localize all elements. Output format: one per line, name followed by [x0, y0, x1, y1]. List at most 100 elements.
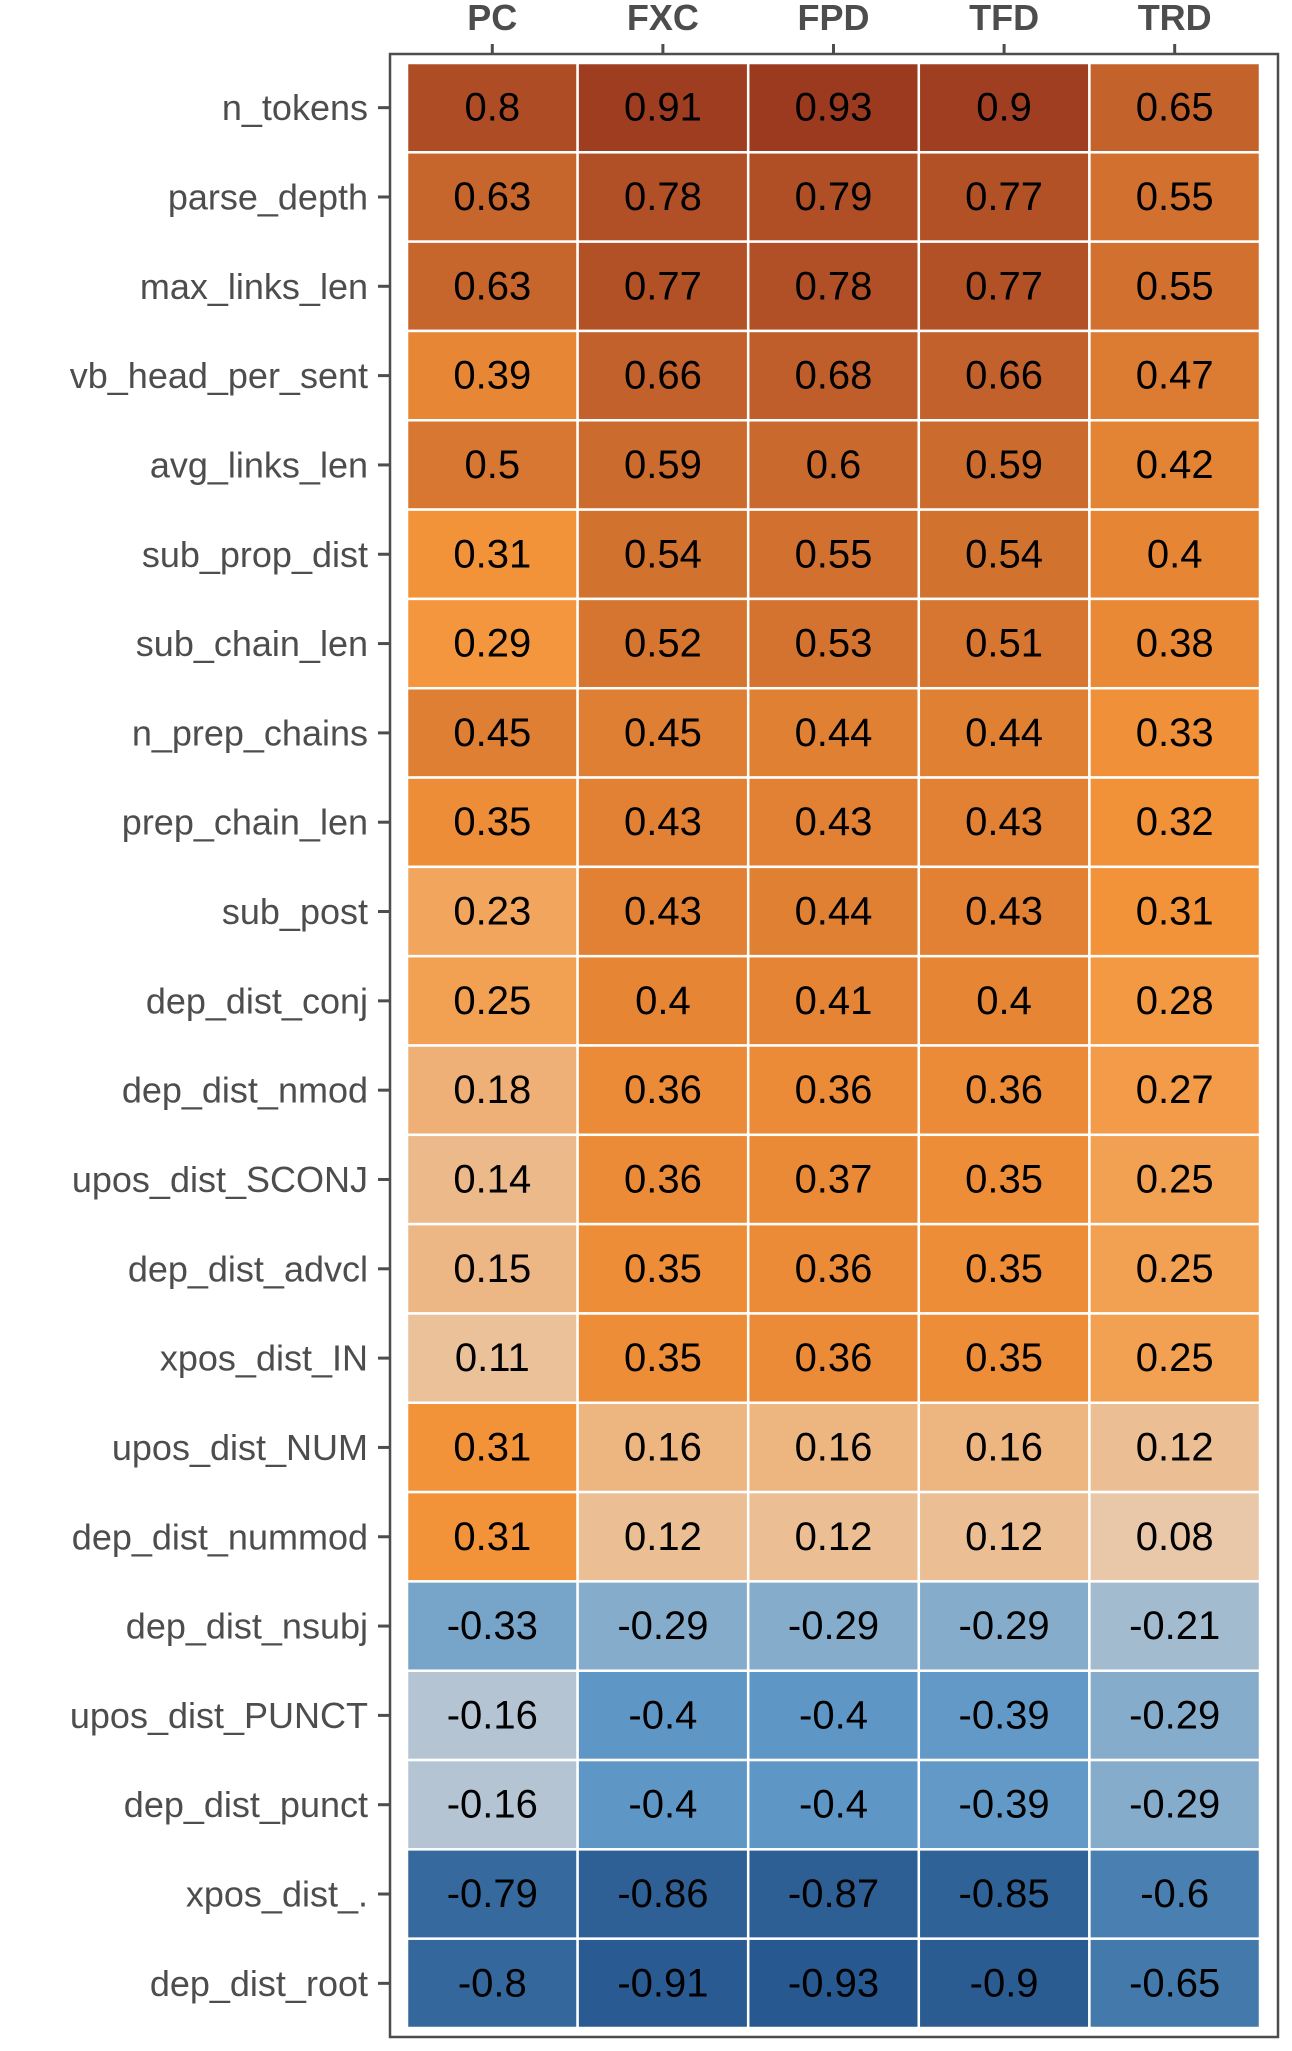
cell-label: -0.29: [788, 1604, 879, 1648]
heatmap-cell-upos-dist-sconj-trd: [1088, 1133, 1262, 1226]
y-tick-label-sub-chain-len: sub_chain_len: [136, 623, 368, 664]
heatmap-cell-sub-post-fpd: [746, 865, 921, 958]
cell-label: -0.29: [1129, 1783, 1220, 1827]
heatmap-cell-vb-head-per-sent-pc: [405, 329, 579, 422]
cell-label: -0.21: [1129, 1604, 1220, 1648]
heatmap-cell-max-links-len-fpd: [746, 240, 921, 333]
cell-label: 0.45: [624, 711, 702, 755]
cell-label: -0.39: [959, 1783, 1050, 1827]
cell-label: -0.29: [1129, 1693, 1220, 1737]
cell-label: -0.85: [959, 1872, 1050, 1916]
cell-label: 0.65: [1136, 86, 1214, 130]
heatmap-cell-prep-chain-len-trd: [1088, 776, 1262, 869]
cell-label: 0.25: [1136, 1336, 1214, 1380]
cell-label: -0.29: [617, 1604, 708, 1648]
heatmap-cell-xpos-dist-pc: [405, 1848, 579, 1940]
cell-label: 0.23: [453, 890, 531, 934]
heatmap-cell-upos-dist-sconj-fxc: [576, 1133, 750, 1226]
heatmap-cell-dep-dist-advcl-trd: [1088, 1222, 1262, 1315]
cell-label: 0.78: [624, 175, 702, 219]
cell-label: 0.66: [965, 354, 1043, 398]
cell-label: 0.44: [965, 711, 1043, 755]
heatmap-cell-n-tokens-pc: [405, 61, 579, 154]
heatmap-cell-n-prep-chains-tfd: [917, 686, 1091, 779]
cell-label: 0.47: [1136, 354, 1214, 398]
x-tick-label-fxc: FXC: [627, 0, 699, 38]
cell-label: 0.77: [624, 264, 702, 308]
cell-label: 0.31: [453, 1425, 531, 1469]
cell-label: -0.4: [628, 1783, 697, 1827]
heatmap-cell-xpos-dist-trd: [1088, 1848, 1262, 1940]
heatmap-cell-vb-head-per-sent-fxc: [576, 329, 750, 422]
heatmap-cell-dep-dist-nmod-fpd: [746, 1044, 921, 1137]
cell-label: 0.43: [965, 890, 1043, 934]
heatmap-cell-avg-links-len-fxc: [576, 419, 750, 511]
cell-label: 0.11: [455, 1336, 530, 1380]
cell-label: 0.91: [624, 86, 702, 130]
heatmap-cell-dep-dist-nmod-trd: [1088, 1044, 1262, 1137]
heatmap-cell-dep-dist-conj-trd: [1088, 954, 1262, 1047]
cell-label: 0.31: [453, 532, 531, 576]
heatmap-cell-vb-head-per-sent-trd: [1088, 329, 1262, 422]
heatmap-cell-dep-dist-nsubj-trd: [1088, 1580, 1262, 1672]
cell-label: 0.63: [453, 264, 531, 308]
cell-label: 0.55: [1136, 175, 1214, 219]
heatmap-cell-sub-post-pc: [405, 865, 579, 958]
y-tick-label-sub-prop-dist: sub_prop_dist: [142, 534, 368, 575]
cell-label: 0.8: [464, 86, 520, 130]
heatmap-cell-xpos-dist-in-fpd: [746, 1312, 921, 1405]
heatmap-cell-max-links-len-fxc: [576, 240, 750, 333]
heatmap-cell-dep-dist-conj-tfd: [917, 954, 1091, 1047]
cell-label: 0.14: [453, 1157, 531, 1201]
cell-label: 0.44: [795, 711, 873, 755]
cell-label: -0.4: [628, 1693, 697, 1737]
y-tick-label-upos-dist-punct: upos_dist_PUNCT: [70, 1695, 368, 1736]
cell-label: 0.77: [965, 175, 1043, 219]
cell-label: 0.35: [624, 1336, 702, 1380]
heatmap-cell-dep-dist-nsubj-pc: [405, 1580, 579, 1672]
cell-label: 0.15: [453, 1247, 531, 1291]
heatmap-cell-dep-dist-punct-fpd: [746, 1758, 921, 1851]
heatmap-cell-upos-dist-punct-pc: [405, 1669, 579, 1762]
heatmap-cell-upos-dist-sconj-tfd: [917, 1133, 1091, 1226]
heatmap-cell-sub-post-fxc: [576, 865, 750, 958]
cell-label: -0.91: [617, 1961, 708, 2005]
cell-label: 0.36: [624, 1068, 702, 1112]
cell-label: 0.52: [624, 622, 702, 666]
y-tick-label-prep-chain-len: prep_chain_len: [122, 802, 368, 843]
cell-label: 0.31: [453, 1515, 531, 1559]
heatmap-cell-dep-dist-nmod-pc: [405, 1044, 579, 1137]
cell-label: 0.63: [453, 175, 531, 219]
x-tick-label-trd: TRD: [1138, 0, 1212, 38]
heatmap-cell-parse-depth-fpd: [746, 151, 921, 243]
cell-label: 0.43: [624, 800, 702, 844]
cell-label: 0.79: [795, 175, 873, 219]
heatmap-cell-prep-chain-len-pc: [405, 776, 579, 869]
heatmap-cell-n-prep-chains-trd: [1088, 686, 1262, 779]
heatmap-cell-n-prep-chains-fpd: [746, 686, 921, 779]
heatmap-cell-parse-depth-tfd: [917, 151, 1091, 243]
cell-label: -0.87: [788, 1872, 879, 1916]
heatmap-cell-sub-post-tfd: [917, 865, 1091, 958]
heatmap-cell-dep-dist-root-tfd: [917, 1937, 1091, 2030]
cell-label: 0.36: [624, 1157, 702, 1201]
heatmap-cell-sub-chain-len-pc: [405, 597, 579, 690]
cell-label: 0.59: [965, 443, 1043, 487]
cell-label: 0.12: [795, 1515, 873, 1559]
heatmap-cell-sub-prop-dist-tfd: [917, 508, 1091, 601]
heatmap-cell-dep-dist-nummod-pc: [405, 1490, 579, 1583]
cell-label: 0.77: [965, 264, 1043, 308]
x-tick-label-fpd: FPD: [798, 0, 870, 38]
heatmap-cell-prep-chain-len-tfd: [917, 776, 1091, 869]
heatmap-cell-upos-dist-sconj-fpd: [746, 1133, 921, 1226]
cell-label: 0.9: [976, 86, 1032, 130]
cell-label: 0.16: [624, 1425, 702, 1469]
cell-label: 0.08: [1136, 1515, 1214, 1559]
heatmap-cell-upos-dist-punct-tfd: [917, 1669, 1091, 1762]
heatmap-cell-sub-post-trd: [1088, 865, 1262, 958]
cell-label: 0.59: [624, 443, 702, 487]
y-tick-label-vb-head-per-sent: vb_head_per_sent: [70, 355, 368, 396]
cells-layer: [405, 61, 1262, 2030]
cell-label: 0.18: [453, 1068, 531, 1112]
